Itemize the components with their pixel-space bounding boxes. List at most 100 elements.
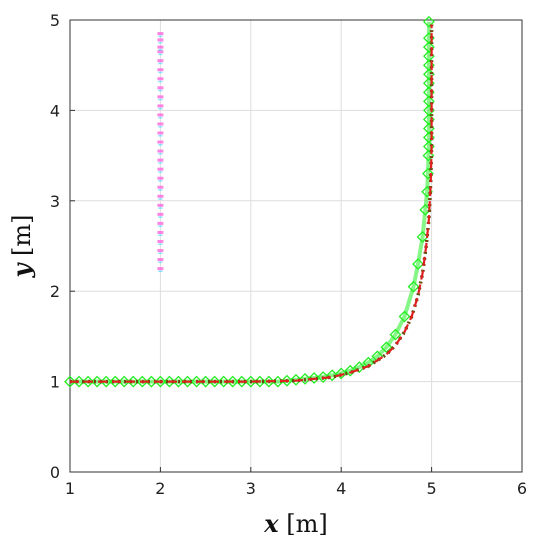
data-point xyxy=(158,198,163,200)
data-point xyxy=(158,71,163,74)
data-point xyxy=(136,375,149,388)
data-point xyxy=(422,15,435,28)
plot-frame xyxy=(69,19,523,473)
data-point xyxy=(157,32,164,36)
data-point xyxy=(158,207,163,209)
data-point xyxy=(158,189,163,191)
series-red-dashed xyxy=(70,24,433,383)
data-point xyxy=(380,341,393,354)
data-point xyxy=(158,243,163,245)
data-point xyxy=(335,367,348,380)
data-point xyxy=(158,53,163,56)
data-point xyxy=(158,261,163,264)
data-point xyxy=(157,131,164,135)
data-point xyxy=(244,375,257,388)
data-point xyxy=(157,267,164,271)
series-green-diamond-markers xyxy=(64,15,435,388)
y-tick-label: 2 xyxy=(50,282,60,301)
data-point xyxy=(422,41,435,54)
x-tick-label: 1 xyxy=(65,479,75,498)
data-point xyxy=(389,328,402,341)
data-point xyxy=(157,221,164,225)
data-point xyxy=(308,372,320,384)
data-point xyxy=(157,230,164,234)
x-tick-label: 6 xyxy=(517,479,527,498)
data-point xyxy=(158,180,163,182)
data-point xyxy=(157,212,164,216)
x-tick-label: 5 xyxy=(427,479,437,498)
data-point xyxy=(158,98,163,101)
data-point xyxy=(158,144,163,146)
data-point xyxy=(157,86,164,90)
data-point xyxy=(158,116,163,119)
data-point xyxy=(362,356,375,369)
x-tick-label: 4 xyxy=(336,479,346,498)
data-point xyxy=(344,364,357,377)
x-axis-var: x xyxy=(263,509,279,538)
data-point xyxy=(158,225,163,227)
data-point xyxy=(158,35,163,38)
data-point xyxy=(226,375,239,388)
data-point xyxy=(281,374,293,387)
data-point xyxy=(157,149,164,153)
series-layer xyxy=(64,15,435,388)
data-point xyxy=(157,158,164,162)
data-point xyxy=(158,62,163,65)
y-tick-label: 4 xyxy=(50,101,60,120)
x-tick-labels: 1 2 3 4 5 6 xyxy=(65,479,527,498)
data-point xyxy=(158,135,163,137)
y-tick-label: 5 xyxy=(50,11,60,30)
y-tick-label: 0 xyxy=(50,463,60,482)
data-point xyxy=(158,89,163,92)
data-point xyxy=(299,372,311,385)
data-point xyxy=(157,113,164,117)
data-point xyxy=(157,77,164,81)
data-point xyxy=(157,95,164,99)
data-point xyxy=(422,167,434,180)
x-axis-label: x [m] xyxy=(263,509,327,538)
data-point xyxy=(82,375,94,388)
data-point xyxy=(157,167,164,171)
data-point xyxy=(118,375,131,388)
x-axis-unit: [m] xyxy=(279,510,328,538)
data-point xyxy=(157,140,164,144)
data-point xyxy=(158,153,163,155)
data-point xyxy=(157,50,164,54)
series-line xyxy=(70,21,431,384)
data-point xyxy=(157,194,164,198)
data-point xyxy=(158,125,163,128)
data-point xyxy=(157,104,164,108)
grid xyxy=(69,19,523,473)
data-point xyxy=(157,59,164,63)
data-point xyxy=(100,375,113,388)
data-point xyxy=(157,68,164,72)
y-axis-var: y xyxy=(7,262,36,279)
data-point xyxy=(157,258,164,262)
data-point xyxy=(158,41,163,44)
data-point xyxy=(154,375,167,388)
data-point xyxy=(157,203,164,207)
y-tick-label: 3 xyxy=(50,192,60,211)
x-tick-label: 2 xyxy=(155,479,165,498)
data-point xyxy=(157,122,164,126)
data-point xyxy=(158,270,163,273)
data-point xyxy=(157,45,164,49)
data-point xyxy=(157,249,164,253)
series-line xyxy=(70,24,433,383)
data-point xyxy=(290,373,302,386)
data-point xyxy=(157,185,164,189)
y-axis-label: y [m] xyxy=(7,214,36,278)
data-point xyxy=(158,252,163,255)
data-point xyxy=(398,310,411,323)
data-point xyxy=(412,258,424,270)
data-point xyxy=(172,375,185,388)
data-point xyxy=(262,375,275,388)
data-point xyxy=(407,280,420,293)
y-axis-unit: [m] xyxy=(8,214,36,263)
x-tick-label: 3 xyxy=(246,479,256,498)
data-point xyxy=(157,38,164,42)
y-tick-label: 1 xyxy=(50,373,60,392)
data-point xyxy=(158,49,163,51)
data-point xyxy=(158,107,163,110)
